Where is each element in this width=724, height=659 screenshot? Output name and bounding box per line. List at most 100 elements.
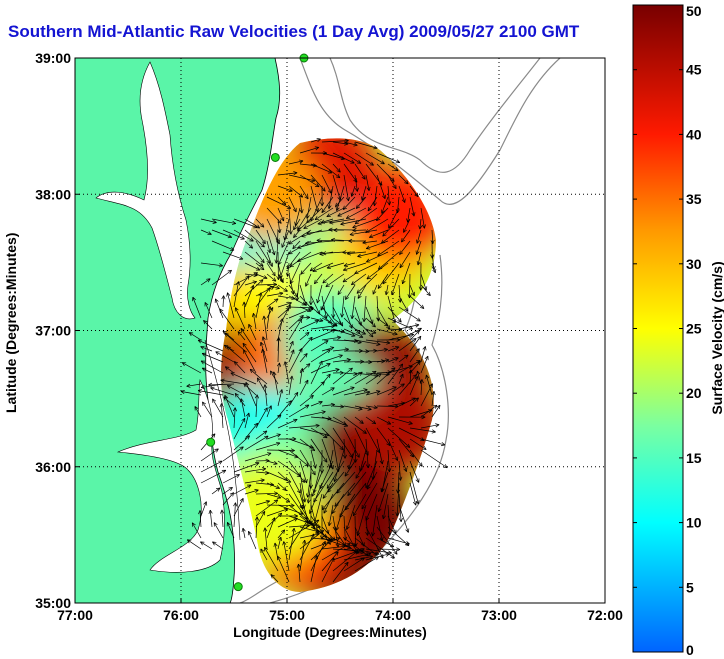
velocity-arrow bbox=[399, 240, 411, 255]
velocity-arrow bbox=[343, 163, 358, 183]
velocity-arrow bbox=[233, 281, 240, 308]
velocity-arrow bbox=[299, 306, 312, 312]
velocity-arrow bbox=[321, 335, 342, 341]
velocity-arrow bbox=[345, 284, 356, 300]
colorbar-tick-label: 40 bbox=[686, 126, 702, 142]
velocity-arrow bbox=[277, 273, 284, 283]
velocity-arrow bbox=[409, 397, 419, 407]
velocity-arrow bbox=[230, 372, 257, 385]
velocity-arrow bbox=[255, 511, 266, 528]
y-tick-label: 35:00 bbox=[35, 595, 71, 611]
velocity-arrow bbox=[323, 493, 334, 514]
velocity-arrow bbox=[244, 285, 255, 308]
velocity-arrow bbox=[420, 383, 433, 407]
velocity-arrow bbox=[340, 218, 367, 226]
velocity-arrow bbox=[200, 541, 213, 550]
velocity-arrow bbox=[296, 563, 301, 583]
velocity-arrow bbox=[398, 338, 417, 352]
velocity-arrow bbox=[266, 493, 282, 499]
velocity-arrow bbox=[354, 317, 374, 338]
velocity-arrow bbox=[343, 371, 363, 385]
velocity-arrow bbox=[420, 284, 431, 297]
velocity-arrow bbox=[200, 278, 211, 286]
velocity-arrow bbox=[282, 541, 290, 572]
velocity-arrow bbox=[288, 349, 295, 363]
velocity-arrow bbox=[277, 504, 304, 515]
velocity-arrow bbox=[211, 240, 235, 251]
velocity-arrow bbox=[299, 438, 316, 452]
velocity-arrow bbox=[281, 229, 290, 248]
velocity-arrow bbox=[335, 185, 345, 211]
velocity-arrow bbox=[321, 174, 332, 194]
velocity-arrow bbox=[365, 328, 377, 334]
colorbar-tick-label: 15 bbox=[686, 450, 702, 466]
velocity-arrow bbox=[321, 551, 339, 572]
velocity-arrow bbox=[244, 279, 264, 297]
velocity-arrow bbox=[371, 504, 378, 537]
velocity-arrow bbox=[431, 262, 437, 274]
velocity-arrow bbox=[397, 284, 403, 303]
velocity-arrow bbox=[211, 229, 233, 239]
velocity-arrow bbox=[222, 229, 245, 240]
velocity-arrow bbox=[365, 317, 376, 328]
velocity-arrow bbox=[266, 482, 280, 489]
velocity-arrow bbox=[222, 330, 235, 341]
velocity-arrow bbox=[233, 417, 246, 440]
velocity-arrow bbox=[322, 273, 334, 284]
velocity-arrow bbox=[326, 207, 345, 218]
velocity-arrow bbox=[233, 361, 246, 374]
velocity-arrow bbox=[354, 405, 372, 411]
colorbar-tick-label: 35 bbox=[686, 191, 702, 207]
velocity-arrow bbox=[293, 218, 301, 231]
velocity-arrow bbox=[299, 379, 309, 396]
velocity-arrow bbox=[245, 382, 257, 407]
velocity-arrow bbox=[354, 141, 378, 150]
velocity-arrow bbox=[243, 349, 257, 374]
velocity-arrow bbox=[299, 539, 307, 572]
velocity-arrow bbox=[308, 284, 313, 306]
velocity-arrow bbox=[222, 474, 240, 484]
x-tick-label: 75:00 bbox=[269, 607, 305, 623]
velocity-arrow bbox=[244, 229, 265, 248]
velocity-arrow bbox=[384, 284, 389, 296]
velocity-arrow bbox=[325, 273, 345, 288]
velocity-arrow bbox=[200, 262, 223, 268]
velocity-arrow bbox=[354, 262, 378, 275]
velocity-arrow bbox=[277, 482, 287, 491]
velocity-arrow bbox=[212, 398, 224, 418]
velocity-arrow bbox=[266, 517, 276, 539]
velocity-arrow bbox=[321, 427, 344, 451]
velocity-arrow bbox=[388, 207, 400, 229]
velocity-arrow bbox=[266, 414, 282, 429]
velocity-arrow bbox=[262, 315, 268, 341]
velocity-arrow bbox=[347, 471, 367, 496]
velocity-arrow bbox=[320, 284, 334, 311]
velocity-arrow bbox=[349, 229, 378, 237]
velocity-arrow bbox=[366, 262, 389, 280]
velocity-arrow bbox=[289, 251, 312, 268]
velocity-arrow bbox=[266, 291, 284, 297]
velocity-arrow bbox=[222, 251, 244, 260]
velocity-arrow bbox=[419, 379, 424, 396]
x-tick-label: 73:00 bbox=[481, 607, 517, 623]
velocity-arrow bbox=[255, 262, 265, 271]
velocity-arrow bbox=[255, 441, 281, 451]
velocity-arrow bbox=[296, 251, 323, 263]
velocity-arrow bbox=[299, 320, 319, 330]
velocity-arrow bbox=[224, 366, 235, 374]
velocity-arrow bbox=[244, 240, 254, 249]
velocity-arrow bbox=[288, 207, 293, 235]
velocity-arrow bbox=[409, 438, 427, 450]
velocity-arrow bbox=[314, 207, 334, 221]
velocity-arrow bbox=[321, 196, 334, 214]
velocity-arrow bbox=[244, 489, 259, 495]
velocity-arrow bbox=[211, 269, 232, 286]
velocity-arrow bbox=[234, 393, 246, 407]
velocity-arrow bbox=[310, 438, 328, 463]
velocity-arrow bbox=[288, 471, 301, 494]
velocity-arrow bbox=[354, 174, 359, 192]
velocity-arrow bbox=[204, 302, 213, 319]
velocity-arrow bbox=[420, 449, 448, 469]
velocity-arrow bbox=[387, 357, 399, 363]
velocity-arrow bbox=[233, 435, 251, 451]
